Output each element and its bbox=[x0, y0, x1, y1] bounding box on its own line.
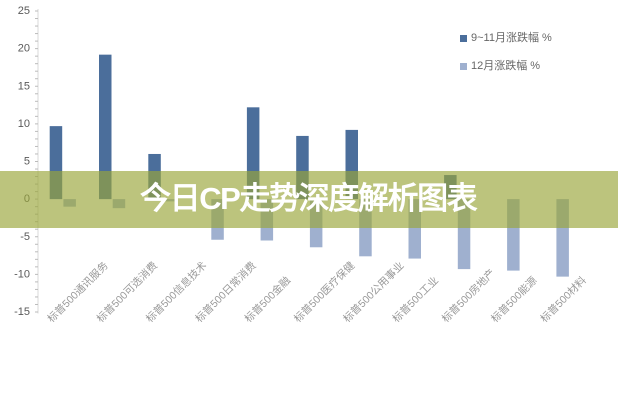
svg-text:标普500金融: 标普500金融 bbox=[242, 273, 294, 325]
svg-text:标普500材料: 标普500材料 bbox=[538, 273, 590, 325]
svg-text:标普500工业: 标普500工业 bbox=[390, 274, 441, 325]
svg-text:-5: -5 bbox=[20, 231, 30, 243]
svg-text:20: 20 bbox=[18, 43, 30, 55]
svg-text:-15: -15 bbox=[14, 306, 30, 318]
svg-text:标普500能源: 标普500能源 bbox=[488, 273, 540, 325]
svg-text:10: 10 bbox=[18, 118, 30, 130]
svg-text:-10: -10 bbox=[14, 268, 30, 280]
svg-text:5: 5 bbox=[24, 156, 30, 168]
svg-text:25: 25 bbox=[18, 5, 30, 17]
svg-text:15: 15 bbox=[18, 80, 30, 92]
